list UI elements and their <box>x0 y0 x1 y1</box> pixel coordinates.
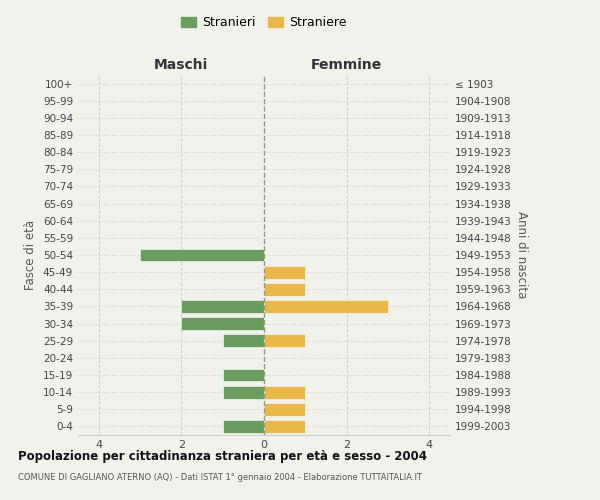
Bar <box>264 403 305 415</box>
Y-axis label: Fasce di età: Fasce di età <box>25 220 37 290</box>
Text: Femmine: Femmine <box>311 58 382 71</box>
Bar <box>264 283 305 296</box>
Bar <box>264 420 305 433</box>
Text: Popolazione per cittadinanza straniera per età e sesso - 2004: Popolazione per cittadinanza straniera p… <box>18 450 427 463</box>
Bar <box>223 386 264 398</box>
Bar <box>181 317 264 330</box>
Text: COMUNE DI GAGLIANO ATERNO (AQ) - Dati ISTAT 1° gennaio 2004 - Elaborazione TUTTA: COMUNE DI GAGLIANO ATERNO (AQ) - Dati IS… <box>18 472 422 482</box>
Bar <box>264 300 388 313</box>
Bar <box>140 248 264 262</box>
Bar <box>223 334 264 347</box>
Text: Maschi: Maschi <box>154 58 208 71</box>
Bar <box>181 300 264 313</box>
Bar <box>264 266 305 278</box>
Bar <box>264 386 305 398</box>
Bar <box>223 368 264 382</box>
Legend: Stranieri, Straniere: Stranieri, Straniere <box>176 11 352 34</box>
Bar <box>264 334 305 347</box>
Y-axis label: Anni di nascita: Anni di nascita <box>515 212 528 298</box>
Bar <box>223 420 264 433</box>
